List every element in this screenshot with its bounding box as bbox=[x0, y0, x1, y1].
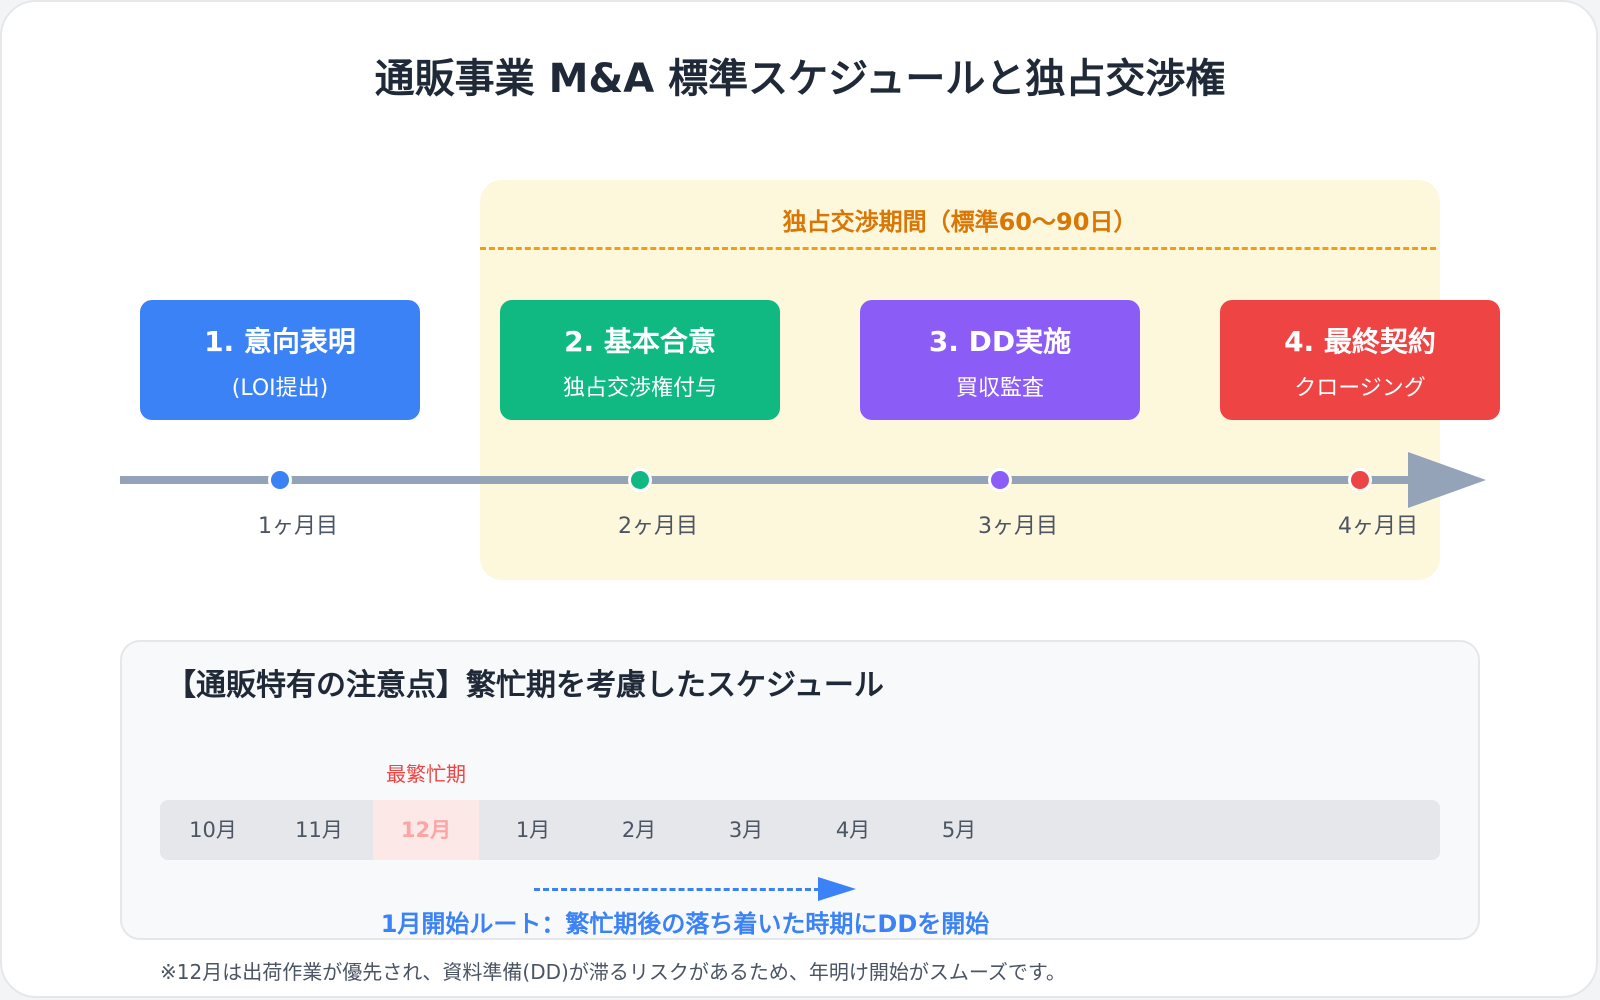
month-cell: 3月 bbox=[728, 818, 764, 842]
timeline-dot bbox=[1348, 468, 1372, 492]
step-card-final-contract: 4. 最終契約 クロージング bbox=[1220, 300, 1500, 420]
month-marker-label: 2ヶ月目 bbox=[618, 514, 698, 539]
month-cell-busy: 12月 bbox=[373, 800, 479, 860]
month-cell: 10月 bbox=[189, 818, 237, 842]
step-subtitle: 買収監査 bbox=[955, 376, 1044, 401]
step-subtitle: クロージング bbox=[1294, 376, 1426, 401]
timeline-dot bbox=[628, 468, 652, 492]
month-cell: 5月 bbox=[941, 818, 977, 842]
month-cell: 2月 bbox=[621, 818, 657, 842]
step-subtitle: (LOI提出) bbox=[231, 376, 329, 401]
footnote: ※12月は出荷作業が優先され、資料準備(DD)が滞るリスクがあるため、年明け開始… bbox=[160, 960, 1066, 984]
timeline-dot bbox=[988, 468, 1012, 492]
month-marker-label: 4ヶ月目 bbox=[1338, 514, 1418, 539]
timeline-axis bbox=[120, 476, 1410, 484]
step-title: 3. DD実施 bbox=[928, 325, 1072, 358]
step-card-basic-agreement: 2. 基本合意 独占交渉権付与 bbox=[500, 300, 780, 420]
month-cell: 1月 bbox=[515, 818, 551, 842]
note-title: 【通販特有の注意点】繁忙期を考慮したスケジュール bbox=[166, 668, 884, 703]
step-subtitle: 独占交渉権付与 bbox=[562, 376, 717, 401]
step-card-loi: 1. 意向表明 (LOI提出) bbox=[140, 300, 420, 420]
step-title: 2. 基本合意 bbox=[564, 325, 716, 358]
step-title: 4. 最終契約 bbox=[1284, 325, 1436, 358]
busy-period-label: 最繁忙期 bbox=[386, 762, 466, 786]
step-card-dd: 3. DD実施 買収監査 bbox=[860, 300, 1140, 420]
exclusive-period-divider bbox=[480, 247, 1436, 250]
step-title: 1. 意向表明 bbox=[204, 325, 356, 358]
month-marker-label: 3ヶ月目 bbox=[978, 514, 1058, 539]
timeline-arrowhead-icon bbox=[1408, 452, 1486, 508]
timeline-dot bbox=[268, 468, 292, 492]
route-arrowhead-icon bbox=[818, 877, 856, 901]
month-cell: 4月 bbox=[835, 818, 871, 842]
route-label: 1月開始ルート：繁忙期後の落ち着いた時期にDDを開始 bbox=[380, 910, 990, 938]
exclusive-period-label: 独占交渉期間（標準60〜90日） bbox=[782, 208, 1138, 236]
page-title: 通販事業 M&A 標準スケジュールと独占交渉権 bbox=[374, 56, 1226, 102]
month-marker-label: 1ヶ月目 bbox=[258, 514, 338, 539]
month-cell: 11月 bbox=[295, 818, 343, 842]
route-arrow-line bbox=[534, 888, 820, 891]
